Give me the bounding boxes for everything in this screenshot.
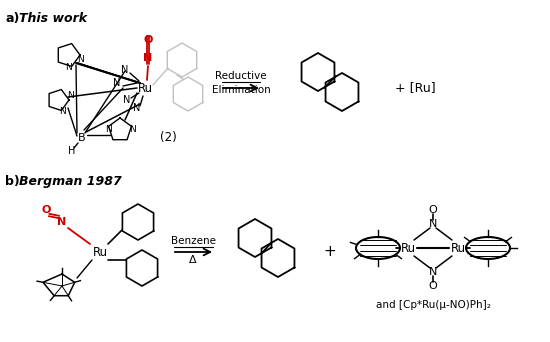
Text: and [Cp*Ru(μ-NO)Ph]₂: and [Cp*Ru(μ-NO)Ph]₂ bbox=[376, 300, 491, 310]
Text: N: N bbox=[122, 65, 129, 75]
Text: N: N bbox=[78, 55, 84, 65]
Text: O: O bbox=[428, 205, 437, 215]
Text: O: O bbox=[41, 205, 51, 215]
Text: O: O bbox=[428, 281, 437, 291]
Text: N: N bbox=[133, 103, 141, 113]
Text: N: N bbox=[123, 95, 131, 105]
Text: +: + bbox=[323, 245, 337, 260]
Text: N: N bbox=[65, 64, 72, 73]
Text: Bergman 1987: Bergman 1987 bbox=[19, 175, 122, 188]
Text: N: N bbox=[144, 53, 153, 63]
Text: N: N bbox=[59, 107, 67, 117]
Text: N: N bbox=[67, 91, 73, 100]
Text: N: N bbox=[129, 126, 135, 134]
Text: Δ: Δ bbox=[189, 255, 197, 265]
Text: H: H bbox=[68, 146, 76, 156]
Polygon shape bbox=[173, 77, 203, 111]
Text: + [Ru]: + [Ru] bbox=[395, 81, 436, 94]
Text: O: O bbox=[144, 35, 153, 45]
Text: N: N bbox=[429, 219, 437, 229]
Text: This work: This work bbox=[19, 12, 87, 25]
Text: N: N bbox=[113, 78, 120, 88]
Text: B: B bbox=[78, 133, 86, 143]
Text: Ru: Ru bbox=[400, 241, 416, 254]
Text: (2): (2) bbox=[160, 132, 177, 145]
Text: Elimination: Elimination bbox=[212, 85, 271, 95]
Text: a): a) bbox=[5, 12, 19, 25]
Text: Ru: Ru bbox=[450, 241, 465, 254]
Polygon shape bbox=[167, 43, 197, 77]
Text: Ru: Ru bbox=[138, 81, 152, 94]
Text: N: N bbox=[429, 267, 437, 277]
Text: N: N bbox=[57, 217, 67, 227]
Text: Ru: Ru bbox=[92, 246, 108, 259]
Text: N: N bbox=[104, 126, 111, 134]
Text: Reductive: Reductive bbox=[215, 71, 267, 81]
Text: Benzene: Benzene bbox=[170, 236, 216, 246]
Text: b): b) bbox=[5, 175, 20, 188]
